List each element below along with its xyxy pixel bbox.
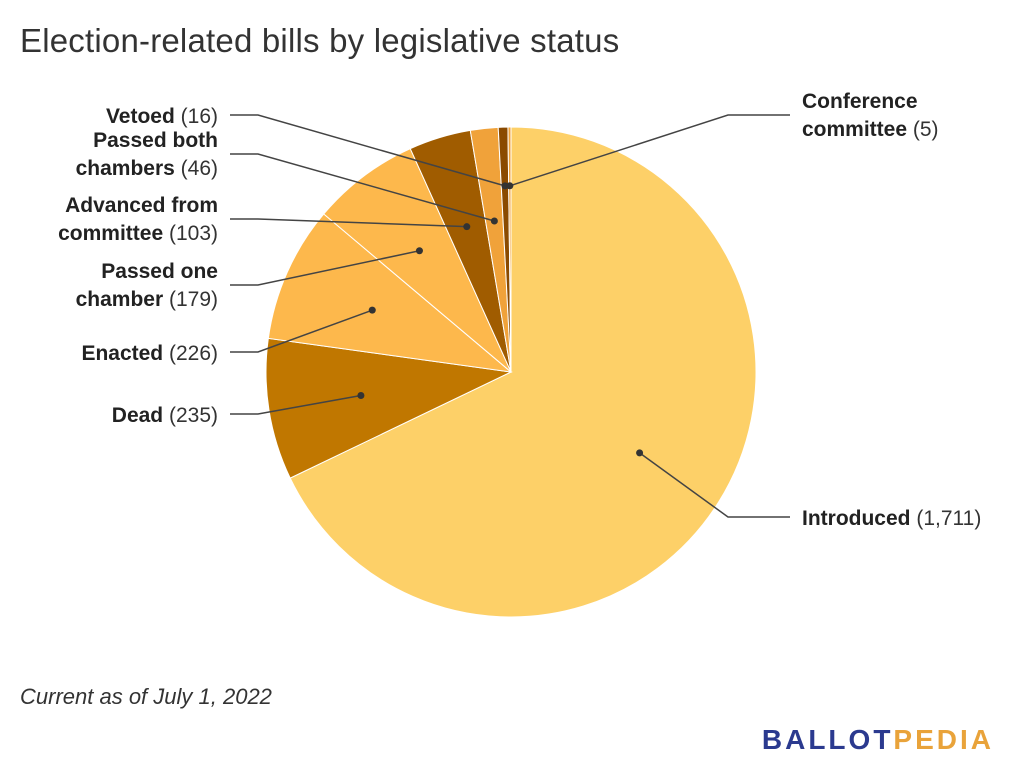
ballotpedia-logo: BALLOTPEDIA: [762, 724, 994, 756]
slice-label-passed-one-chamber: Passed one chamber (179): [76, 260, 218, 311]
footnote: Current as of July 1, 2022: [20, 684, 272, 709]
slice-label-advanced-from-committee: Advanced from committee (103): [58, 194, 218, 245]
leader-dot-passed-one-chamber: [415, 247, 423, 255]
chart-title: Election-related bills by legislative st…: [20, 22, 620, 59]
leader-dot-advanced-from-committee: [463, 223, 471, 231]
pie-slice-enacted: [267, 213, 513, 373]
leader-dot-conference-committee: [506, 182, 514, 190]
logo-text-ballot: BALLOT: [761, 724, 894, 755]
pie-slice-passed-one-chamber: [323, 148, 512, 373]
slice-label-dead: Dead (235): [112, 404, 218, 427]
slice-label-passed-both-chambers: Passed both chambers (46): [76, 129, 218, 180]
slice-label-conference-committee: Conference committee (5): [802, 90, 939, 141]
slice-label-introduced: Introduced (1,711): [802, 507, 981, 530]
slice-label-enacted: Enacted (226): [81, 342, 218, 365]
leader-line-dead: [230, 394, 362, 415]
leader-line-enacted: [230, 309, 373, 353]
leader-line-advanced-from-committee: [230, 218, 467, 228]
leader-line-passed-one-chamber: [230, 250, 420, 286]
leader-line-introduced: [639, 452, 790, 518]
pie-slice-dead: [265, 337, 513, 479]
leader-dot-passed-both-chambers: [490, 217, 498, 225]
leader-dot-introduced: [636, 449, 644, 457]
leader-dot-enacted: [368, 306, 376, 314]
leader-dot-vetoed: [501, 182, 509, 190]
leader-line-passed-both-chambers: [230, 153, 495, 222]
leader-dot-dead: [357, 391, 365, 399]
slice-labels: Introduced (1,711) Dead (235) Enacted (226…: [58, 90, 981, 530]
label-leaders: [230, 114, 790, 518]
leader-line-vetoed: [230, 114, 506, 187]
slice-label-vetoed: Vetoed (16): [106, 105, 218, 128]
pie-slice-introduced: [289, 126, 757, 618]
logo-text-pedia: PEDIA: [893, 724, 994, 755]
pie-slices: [265, 126, 757, 618]
leader-line-conference-committee: [509, 114, 790, 187]
